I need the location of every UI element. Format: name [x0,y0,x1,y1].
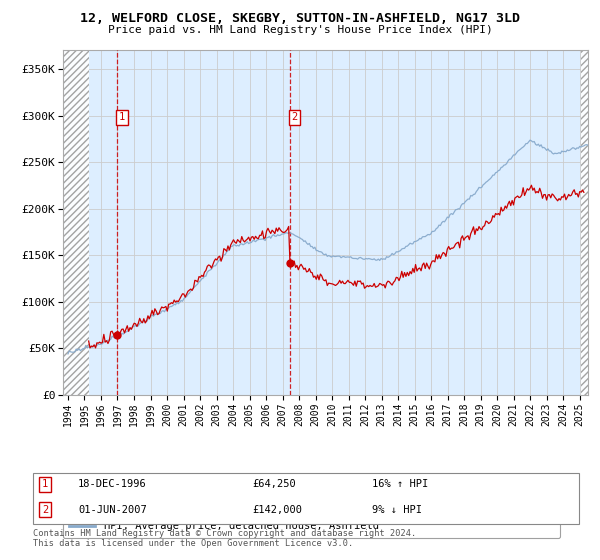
Text: £142,000: £142,000 [252,505,302,515]
Text: 01-JUN-2007: 01-JUN-2007 [78,505,147,515]
Text: £64,250: £64,250 [252,479,296,489]
Text: Price paid vs. HM Land Registry's House Price Index (HPI): Price paid vs. HM Land Registry's House … [107,25,493,35]
Text: 2: 2 [292,113,298,123]
Text: 1: 1 [119,113,125,123]
Bar [63,50,89,395]
Legend: 12, WELFORD CLOSE, SKEGBY, SUTTON-IN-ASHFIELD, NG17 3LD (detached house), HPI: A: 12, WELFORD CLOSE, SKEGBY, SUTTON-IN-ASH… [63,500,560,538]
Text: 9% ↓ HPI: 9% ↓ HPI [372,505,422,515]
Text: 2: 2 [42,505,48,515]
Text: 18-DEC-1996: 18-DEC-1996 [78,479,147,489]
Text: 16% ↑ HPI: 16% ↑ HPI [372,479,428,489]
Text: Contains HM Land Registry data © Crown copyright and database right 2024.
This d: Contains HM Land Registry data © Crown c… [33,529,416,548]
Text: 1: 1 [42,479,48,489]
Text: 12, WELFORD CLOSE, SKEGBY, SUTTON-IN-ASHFIELD, NG17 3LD: 12, WELFORD CLOSE, SKEGBY, SUTTON-IN-ASH… [80,12,520,25]
Bar [581,50,590,395]
